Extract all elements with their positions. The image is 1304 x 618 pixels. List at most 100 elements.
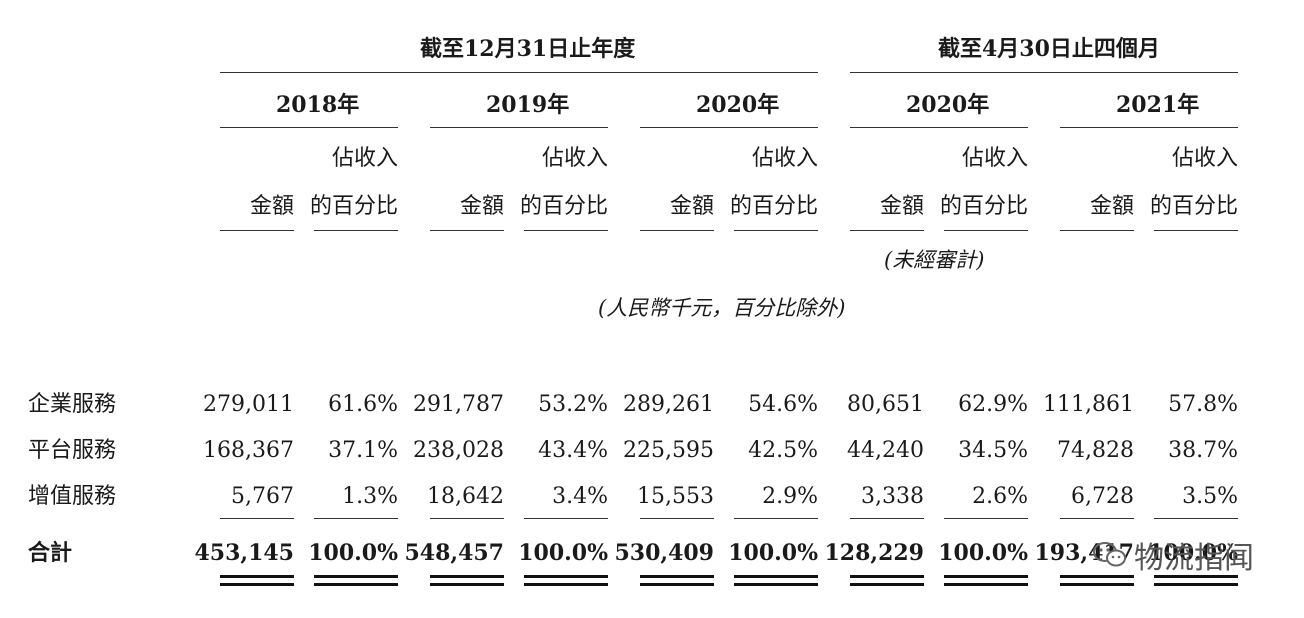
amount-cell-r1-2020: 225,595 [623,438,714,463]
year-rule-2020-4m [850,127,1028,128]
pct-cell-r0-2018: 61.6% [328,392,398,417]
total-double-rule-pct-2018-0 [314,575,398,578]
pct-cell-r3-2020-4m: 100.0% [938,540,1028,566]
amount-header-rule-2019 [430,230,504,231]
pct-header-line2-2019: 的百分比 [519,194,608,219]
amount-cell-r0-2020-4m: 80,651 [847,392,924,417]
pct-cell-r1-2018: 37.1% [328,438,398,463]
pct-cell-r2-2018: 1.3% [342,484,398,509]
pct-header-line2-2018: 的百分比 [309,194,398,219]
total-double-rule-pct-2020-4m-1 [944,583,1028,586]
pct-cell-r2-2020: 2.9% [762,484,818,509]
year-header-2020-4m: 2020年 [906,92,990,118]
total-double-rule-amount-2021-4m-0 [1060,575,1134,578]
pct-header-line1-2018: 佔收入 [331,146,398,171]
pct-header-rule-2020-4m [944,230,1028,231]
year-header-2021-4m: 2021年 [1116,92,1200,118]
pct-header-rule-2020 [734,230,818,231]
row-label-value-added: 增值服務 [28,484,117,509]
total-double-rule-pct-2020-0 [734,575,818,578]
amount-header-2019: 金額 [459,194,504,219]
pct-header-rule-2019 [524,230,608,231]
subtotal-rule-amount-2018 [220,518,294,519]
pct-header-rule-2018 [314,230,398,231]
period-header-four-months-rule [850,72,1238,73]
amount-header-2020-4m: 金額 [879,194,924,219]
row-label-enterprise: 企業服務 [28,392,117,417]
amount-cell-r2-2021-4m: 6,728 [1071,484,1134,509]
total-double-rule-pct-2021-4m-1 [1154,583,1238,586]
total-double-rule-amount-2019-1 [430,583,504,586]
pct-header-line1-2019: 佔收入 [541,146,608,171]
total-double-rule-amount-2021-4m-1 [1060,583,1134,586]
total-double-rule-amount-2020-4m-0 [850,575,924,578]
watermark: 物流指闻 [1092,533,1254,577]
amount-cell-r0-2019: 291,787 [413,392,504,417]
year-rule-2019 [430,127,608,128]
pct-cell-r3-2021-4m: 100.0% [1148,540,1238,566]
total-double-rule-pct-2019-0 [524,575,608,578]
subtotal-rule-pct-2020-4m [944,518,1028,519]
year-header-2019: 2019年 [486,92,570,118]
pct-header-line1-2020-4m: 佔收入 [961,146,1028,171]
total-double-rule-amount-2020-1 [640,583,714,586]
pct-header-rule-2021-4m [1154,230,1238,231]
pct-cell-r3-2018: 100.0% [308,540,398,566]
year-rule-2021-4m [1060,127,1238,128]
pct-cell-r0-2020-4m: 62.9% [958,392,1028,417]
amount-header-2020: 金額 [669,194,714,219]
pct-cell-r0-2021-4m: 57.8% [1168,392,1238,417]
amount-cell-r1-2020-4m: 44,240 [847,438,924,463]
amount-cell-r2-2019: 18,642 [427,484,504,509]
amount-header-rule-2021-4m [1060,230,1134,231]
amount-cell-r3-2018: 453,145 [194,540,294,566]
pct-cell-r1-2021-4m: 38.7% [1168,438,1238,463]
pct-cell-r2-2019: 3.4% [552,484,608,509]
pct-cell-r0-2019: 53.2% [538,392,608,417]
amount-header-rule-2020-4m [850,230,924,231]
subtotal-rule-pct-2020 [734,518,818,519]
amount-cell-r3-2020-4m: 128,229 [824,540,924,566]
unaudited-note: (未經審計) [884,248,985,272]
pct-header-line2-2021-4m: 的百分比 [1149,194,1238,219]
amount-cell-r3-2019: 548,457 [404,540,504,566]
period-header-annual: 截至12月31日止年度 [420,36,636,62]
total-double-rule-amount-2020-4m-1 [850,583,924,586]
year-rule-2018 [220,127,398,128]
pct-cell-r2-2020-4m: 2.6% [972,484,1028,509]
total-double-rule-pct-2021-4m-0 [1154,575,1238,578]
amount-header-rule-2018 [220,230,294,231]
pct-cell-r0-2020: 54.6% [748,392,818,417]
subtotal-rule-amount-2019 [430,518,504,519]
amount-cell-r0-2018: 279,011 [203,392,294,417]
subtotal-rule-pct-2019 [524,518,608,519]
amount-cell-r0-2021-4m: 111,861 [1043,392,1134,417]
amount-header-2018: 金額 [249,194,294,219]
year-rule-2020 [640,127,818,128]
amount-cell-r0-2020: 289,261 [623,392,714,417]
pct-cell-r2-2021-4m: 3.5% [1182,484,1238,509]
pct-cell-r1-2019: 43.4% [538,438,608,463]
amount-cell-r1-2019: 238,028 [413,438,504,463]
year-header-2018: 2018年 [276,92,360,118]
pct-header-line2-2020-4m: 的百分比 [939,194,1028,219]
currency-unit-note: (人民幣千元，百分比除外) [598,296,846,320]
total-double-rule-amount-2018-0 [220,575,294,578]
pct-header-line2-2020: 的百分比 [729,194,818,219]
watermark-text: 物流指闻 [1134,541,1254,576]
subtotal-rule-pct-2021-4m [1154,518,1238,519]
row-label-platform: 平台服務 [28,438,117,463]
pct-header-line1-2021-4m: 佔收入 [1171,146,1238,171]
total-double-rule-pct-2020-1 [734,583,818,586]
pct-cell-r1-2020: 42.5% [748,438,818,463]
amount-header-rule-2020 [640,230,714,231]
pct-header-line1-2020: 佔收入 [751,146,818,171]
total-double-rule-amount-2020-0 [640,575,714,578]
subtotal-rule-pct-2018 [314,518,398,519]
subtotal-rule-amount-2020-4m [850,518,924,519]
wechat-icon [1092,540,1128,570]
amount-cell-r2-2018: 5,767 [231,484,294,509]
total-double-rule-pct-2018-1 [314,583,398,586]
pct-cell-r3-2020: 100.0% [728,540,818,566]
amount-cell-r3-2020: 530,409 [614,540,714,566]
